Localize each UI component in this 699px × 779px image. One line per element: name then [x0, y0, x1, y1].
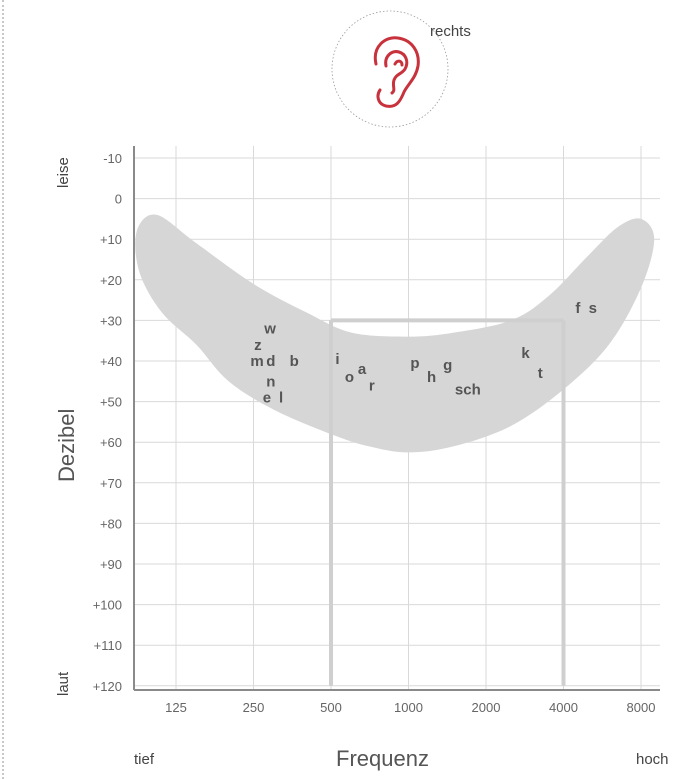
- y-tick-label: +10: [100, 232, 122, 247]
- page-left-border: [2, 0, 4, 779]
- phoneme-label: e: [263, 390, 271, 407]
- y-tick-label: +110: [94, 638, 122, 653]
- y-tick-label: +80: [100, 516, 122, 531]
- x-tick-labels: 125 250 500 1000 2000 4000 8000: [165, 700, 655, 715]
- speech-banana-area: [135, 214, 655, 453]
- y-top-word: leise: [55, 157, 72, 188]
- phoneme-label: i: [335, 351, 339, 368]
- y-tick-label: +70: [100, 476, 122, 491]
- x-right-word: hoch: [636, 751, 669, 768]
- phoneme-label: f: [575, 300, 581, 317]
- phoneme-label: s: [589, 300, 597, 317]
- phoneme-label: m: [250, 353, 263, 370]
- y-tick-label: +40: [100, 354, 122, 369]
- y-bottom-word: laut: [55, 671, 72, 696]
- x-tick-label: 8000: [627, 700, 656, 715]
- ear-badge: rechts: [331, 10, 471, 128]
- y-tick-labels: -10 0 +10 +20 +30 +40 +50 +60 +70 +80 +90 +100 +110 +…: [93, 151, 122, 694]
- x-tick-label: 1000: [394, 700, 423, 715]
- ear-badge-circle: [331, 10, 449, 128]
- x-left-word: tief: [134, 751, 155, 768]
- phoneme-label: z: [254, 337, 262, 354]
- y-tick-label: -10: [103, 151, 122, 166]
- phoneme-label: h: [427, 369, 436, 386]
- x-tick-label: 500: [320, 700, 342, 715]
- x-tick-label: 4000: [549, 700, 578, 715]
- y-tick-label: +50: [100, 395, 122, 410]
- phoneme-label: o: [345, 369, 354, 386]
- reference-lines: [329, 318, 566, 686]
- y-tick-label: +90: [100, 557, 122, 572]
- x-tick-label: 2000: [472, 700, 501, 715]
- y-tick-label: +20: [100, 273, 122, 288]
- y-tick-label: +30: [100, 313, 122, 328]
- phoneme-label: g: [443, 357, 452, 374]
- ear-side-label: rechts: [430, 23, 471, 40]
- phoneme-label: k: [521, 345, 530, 362]
- phoneme-label: n: [266, 373, 275, 390]
- x-axis-title: Frequenz: [336, 746, 429, 771]
- x-tick-label: 125: [165, 700, 187, 715]
- y-tick-label: 0: [115, 192, 122, 207]
- phoneme-label: p: [410, 355, 419, 372]
- phoneme-label: w: [263, 321, 276, 338]
- phoneme-label: t: [538, 365, 543, 382]
- phoneme-label: b: [290, 353, 299, 370]
- phoneme-label: sch: [455, 381, 481, 398]
- phoneme-label: a: [358, 361, 367, 378]
- phoneme-label: l: [279, 390, 283, 407]
- x-tick-label: 250: [243, 700, 265, 715]
- y-axis-title: Dezibel: [54, 409, 79, 482]
- y-tick-label: +100: [93, 598, 122, 613]
- y-tick-label: +120: [93, 679, 122, 694]
- phoneme-label: r: [369, 377, 375, 394]
- phoneme-label: d: [266, 353, 275, 370]
- ear-icon: [373, 36, 420, 108]
- y-tick-label: +60: [100, 435, 122, 450]
